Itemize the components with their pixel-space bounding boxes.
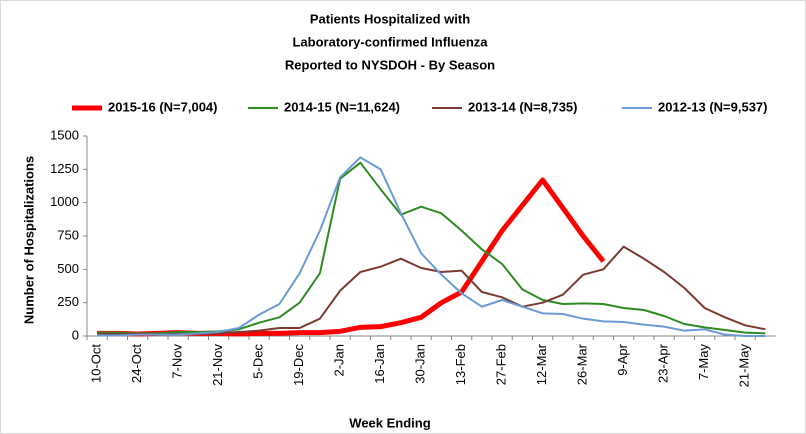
y-tick-label: 500 (57, 261, 79, 276)
x-tick-label: 5-Dec (251, 344, 266, 379)
chart-title: Laboratory-confirmed Influenza (292, 34, 488, 49)
x-tick-label: 30-Jan (413, 344, 428, 384)
legend-label: 2014-15 (N=11,624) (284, 99, 400, 114)
x-tick-label: 13-Feb (453, 344, 468, 385)
x-tick-label: 23-Apr (656, 343, 671, 383)
x-tick-label: 26-Mar (575, 343, 590, 385)
x-tick-label: 9-Apr (615, 343, 630, 375)
x-tick-label: 12-Mar (534, 343, 549, 385)
x-tick-label: 21-May (737, 344, 752, 388)
y-tick-label: 250 (57, 294, 79, 309)
x-tick-label: 21-Nov (210, 344, 225, 386)
x-tick-label: 27-Feb (494, 344, 509, 385)
x-tick-label: 10-Oct (89, 344, 104, 383)
x-tick-label: 7-Nov (170, 344, 185, 379)
y-tick-label: 0 (72, 327, 79, 342)
chart-title: Reported to NYSDOH - By Season (285, 57, 495, 72)
series-line (97, 156, 766, 337)
chart-title: Patients Hospitalized with (310, 11, 470, 26)
x-tick-label: 16-Jan (372, 344, 387, 384)
y-tick-label: 1500 (50, 127, 79, 142)
legend-label: 2015-16 (N=7,004) (108, 99, 218, 114)
x-tick-label: 7-May (696, 344, 711, 381)
x-tick-label: 19-Dec (291, 344, 306, 386)
y-tick-label: 1250 (50, 161, 79, 176)
x-axis-title: Week Ending (349, 415, 430, 430)
x-tick-label: 24-Oct (129, 344, 144, 383)
y-tick-label: 1000 (50, 194, 79, 209)
x-tick-label: 2-Jan (332, 344, 347, 377)
y-axis-title: Number of Hospitalizations (21, 156, 36, 324)
legend-label: 2013-14 (N=8,735) (468, 99, 578, 114)
legend-label: 2012-13 (N=9,537) (658, 99, 768, 114)
y-tick-label: 750 (57, 227, 79, 242)
